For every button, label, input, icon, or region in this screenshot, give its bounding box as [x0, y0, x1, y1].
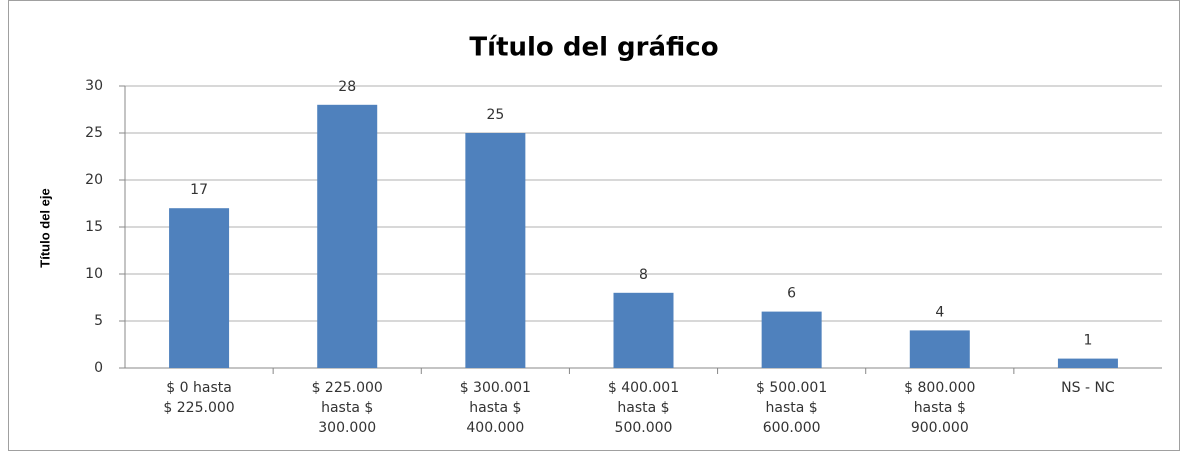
- data-label: 17: [190, 182, 208, 198]
- x-tick-label: $ 300.001 hasta $ 400.000: [459, 380, 531, 436]
- x-tick-label: $ 500.001 hasta $ 600.000: [756, 380, 828, 436]
- x-tick-label: NS - NC: [1061, 380, 1115, 396]
- data-label: 25: [486, 107, 504, 123]
- y-tick-label: 30: [85, 78, 103, 94]
- bar: [761, 311, 822, 368]
- data-label: 8: [639, 267, 648, 283]
- chart-title: Título del gráfico: [469, 33, 718, 63]
- y-tick-label: 15: [85, 219, 103, 235]
- x-tick-label: $ 0 hasta $ 225.000: [163, 380, 235, 416]
- y-tick-label: 0: [94, 360, 103, 376]
- x-tick-label: $ 400.001 hasta $ 500.000: [607, 380, 680, 436]
- data-label: 6: [787, 286, 796, 302]
- data-label: 28: [338, 79, 356, 95]
- bar: [1057, 358, 1118, 368]
- y-tick-label: 25: [85, 125, 103, 141]
- chart-frame: [8, 0, 1180, 451]
- data-label: 1: [1083, 333, 1092, 349]
- y-axis-title: Título del eje: [37, 188, 52, 267]
- data-label: 4: [935, 304, 944, 320]
- x-tick-label: $ 800.000 hasta $ 900.000: [904, 380, 976, 436]
- bar: [169, 208, 230, 368]
- y-tick-label: 5: [94, 313, 103, 329]
- bar: [465, 133, 526, 368]
- bar: [613, 292, 674, 368]
- bar: [909, 330, 970, 368]
- bar: [317, 104, 378, 369]
- x-tick-label: $ 225.000 hasta $ 300.000: [311, 380, 383, 436]
- y-tick-label: 10: [85, 266, 103, 282]
- y-tick-label: 20: [85, 172, 103, 188]
